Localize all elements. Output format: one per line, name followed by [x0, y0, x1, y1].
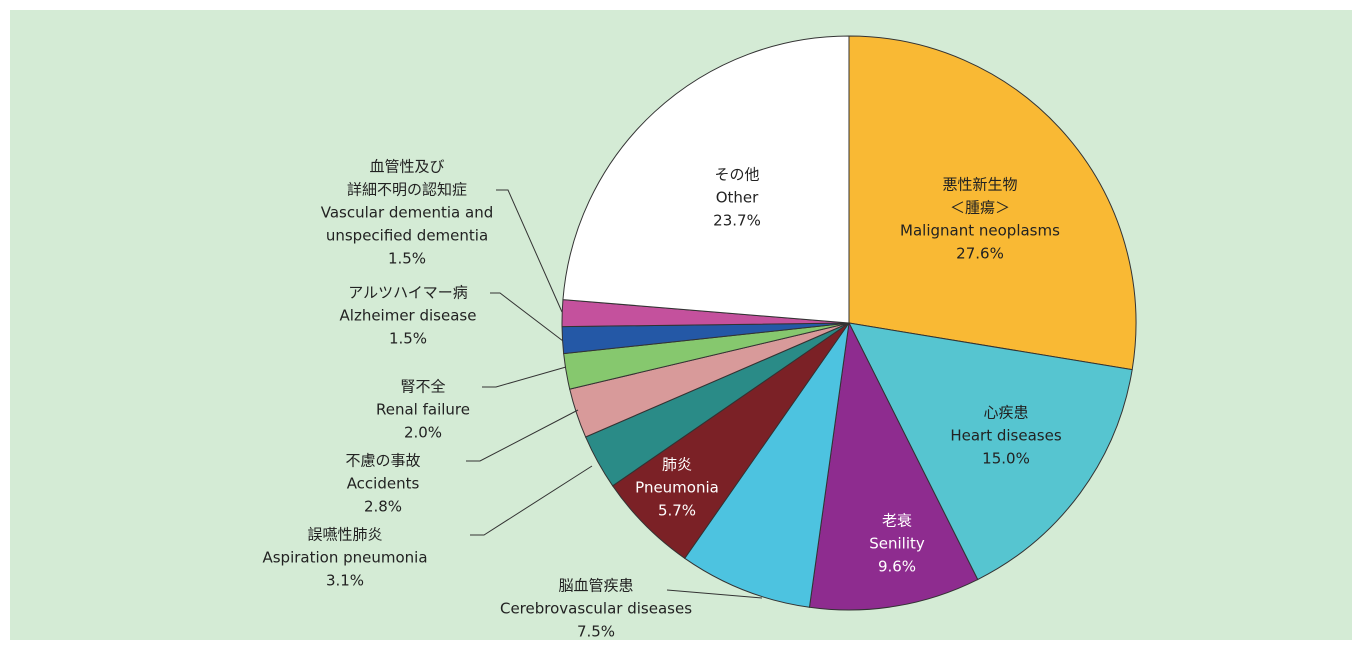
value-label: 3.1% [326, 572, 364, 590]
value-label: 15.0% [982, 450, 1030, 468]
label-en: Other [716, 189, 759, 207]
label-ja: 老衰 [882, 512, 912, 530]
label-ja: 誤嚥性肺炎 [307, 526, 382, 544]
value-label: 9.6% [878, 558, 916, 576]
label-ja: 脳血管疾患 [558, 577, 633, 595]
label-ja: 肺炎 [662, 456, 692, 474]
label-ja: その他 [714, 166, 759, 184]
value-label: 5.7% [658, 502, 696, 520]
label-en: Accidents [347, 475, 420, 493]
pie-slice [562, 35, 850, 324]
label-en: Alzheimer disease [340, 307, 477, 325]
pie-slice [848, 322, 1133, 581]
value-label: 7.5% [577, 623, 615, 641]
label-en: Heart diseases [950, 427, 1061, 445]
label-ja: 詳細不明の認知症 [347, 181, 467, 199]
label-ja: 不慮の事故 [345, 452, 420, 470]
leader-line [482, 366, 567, 388]
label-ja: 腎不全 [400, 378, 445, 396]
value-label: 2.8% [364, 498, 402, 516]
value-label: 1.5% [389, 330, 427, 348]
label-en: Pneumonia [635, 479, 719, 497]
value-label: 1.5% [388, 250, 426, 268]
leader-line [490, 292, 564, 342]
leader-line [666, 589, 763, 599]
label-ja: 心疾患 [983, 404, 1028, 422]
pie-slice [848, 35, 1137, 371]
value-label: 23.7% [713, 212, 761, 230]
label-ja: 血管性及び [369, 158, 444, 176]
label-ja: アルツハイマー病 [348, 284, 468, 302]
value-label: 27.6% [956, 245, 1004, 263]
label-ja: 悪性新生物 [942, 176, 1017, 194]
label-en: Renal failure [376, 401, 470, 419]
label-en: Aspiration pneumonia [262, 549, 427, 567]
label-ja: ＜腫瘍＞ [950, 199, 1010, 217]
pie-slice [808, 321, 979, 611]
label-en: unspecified dementia [326, 227, 488, 245]
value-label: 2.0% [404, 424, 442, 442]
label-en: Cerebrovascular diseases [500, 600, 692, 618]
pie-slice [684, 322, 850, 608]
label-en: Senility [869, 535, 925, 553]
leader-line [466, 409, 579, 462]
label-en: Vascular dementia and [321, 204, 493, 222]
label-en: Malignant neoplasms [900, 222, 1060, 240]
leader-line [470, 465, 593, 536]
leader-line [496, 189, 563, 313]
